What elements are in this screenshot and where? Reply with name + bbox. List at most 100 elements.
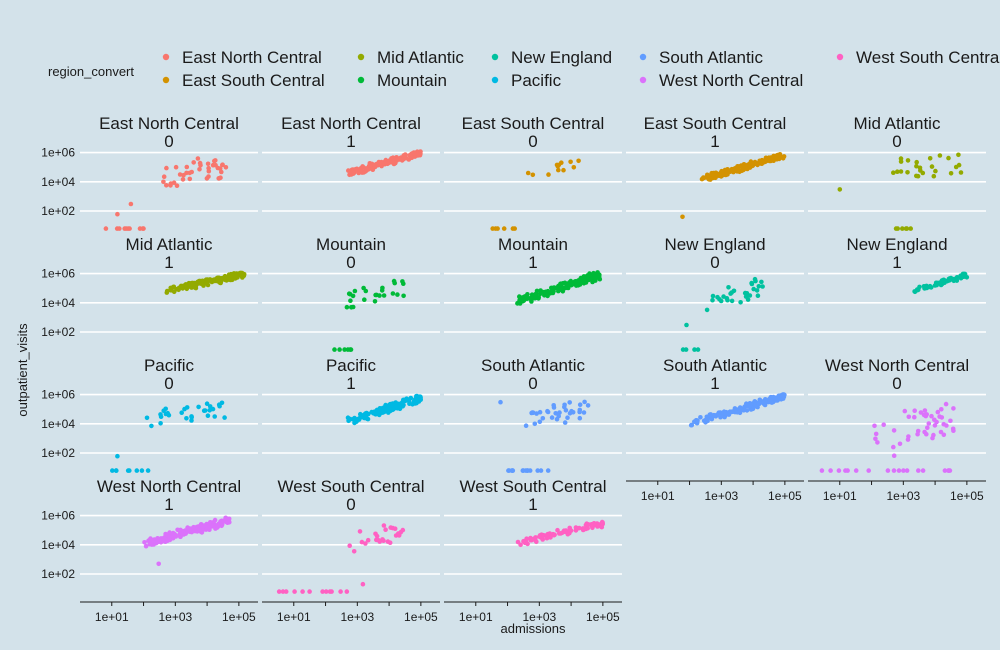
data-point [164,165,169,171]
data-point [746,403,752,409]
data-point [525,170,531,176]
data-point [759,157,765,163]
data-point [213,162,218,168]
data-point [396,533,402,538]
data-point [901,468,906,473]
data-point [934,419,939,425]
data-point [168,287,174,293]
data-point [380,285,385,291]
data-point [191,160,196,165]
y-axis-title: outpatient_visits [15,323,30,417]
data-point [537,409,543,415]
data-point [189,414,194,420]
data-point [550,290,556,296]
data-point [695,347,701,352]
data-point [755,293,761,299]
data-point [352,415,357,421]
data-point [563,285,569,290]
data-point [915,431,920,437]
data-point [556,162,562,168]
data-point [900,226,905,231]
data-point [110,468,115,473]
data-point [941,432,947,438]
data-point [387,540,393,545]
facet-strip-region: East South Central [644,114,787,133]
data-point [276,589,282,594]
data-point [551,403,556,408]
legend-label: Mountain [377,71,447,90]
facet-strip-flag: 1 [710,374,719,393]
facet-strip-region: Mountain [498,235,568,254]
data-point [382,161,388,166]
data-point [595,524,600,529]
data-point [351,549,357,554]
data-point [149,542,155,547]
data-point [903,226,909,231]
legend-label: East North Central [182,48,322,67]
x-tick-label: 1e+03 [522,610,556,624]
data-point [715,294,720,300]
data-point [950,426,956,432]
x-tick-label: 1e+01 [459,610,493,624]
data-point [387,405,392,410]
data-point [351,171,356,176]
data-point [729,298,735,304]
data-point [372,299,378,304]
legend-label: West North Central [659,71,803,90]
data-point [338,589,343,594]
legend-key [357,76,365,84]
data-point [375,163,381,168]
data-point [545,531,550,537]
data-point [344,304,350,310]
data-point [201,408,207,414]
data-point [918,168,923,173]
data-point [134,468,140,473]
facet-strip-region: South Atlantic [481,356,585,375]
data-point [577,282,583,287]
data-point [769,400,775,405]
data-point [359,539,365,545]
data-point [914,163,919,169]
data-point [400,527,406,533]
data-point [114,468,119,473]
data-point [891,453,897,459]
data-point [891,428,897,433]
data-point [922,285,928,291]
data-point [401,293,406,299]
data-point [280,589,286,594]
data-point [342,347,347,352]
data-point [229,273,235,279]
y-tick-label: 1e+02 [41,204,75,218]
data-point [215,275,220,281]
data-point [211,523,217,528]
data-point [346,291,352,297]
data-point [383,527,388,532]
y-tick-label: 1e+04 [41,296,75,310]
data-point [549,285,554,291]
data-point [510,226,516,231]
data-point [719,170,725,175]
x-tick-label: 1e+05 [404,610,438,624]
data-point [567,528,572,533]
data-point [946,155,951,161]
data-point [196,404,201,410]
data-point [197,527,202,532]
x-tick-label: 1e+03 [886,489,920,503]
data-point [178,534,183,539]
legend-key [162,76,170,84]
facet-strip-region: New England [846,235,947,254]
legend: region_convert East North Central East So… [48,48,1000,90]
data-point [556,167,561,173]
data-point [731,288,737,294]
facet-strip-flag: 0 [346,495,355,514]
data-point [885,468,891,473]
data-point [567,411,573,416]
facet-strip-region: New England [664,235,765,254]
